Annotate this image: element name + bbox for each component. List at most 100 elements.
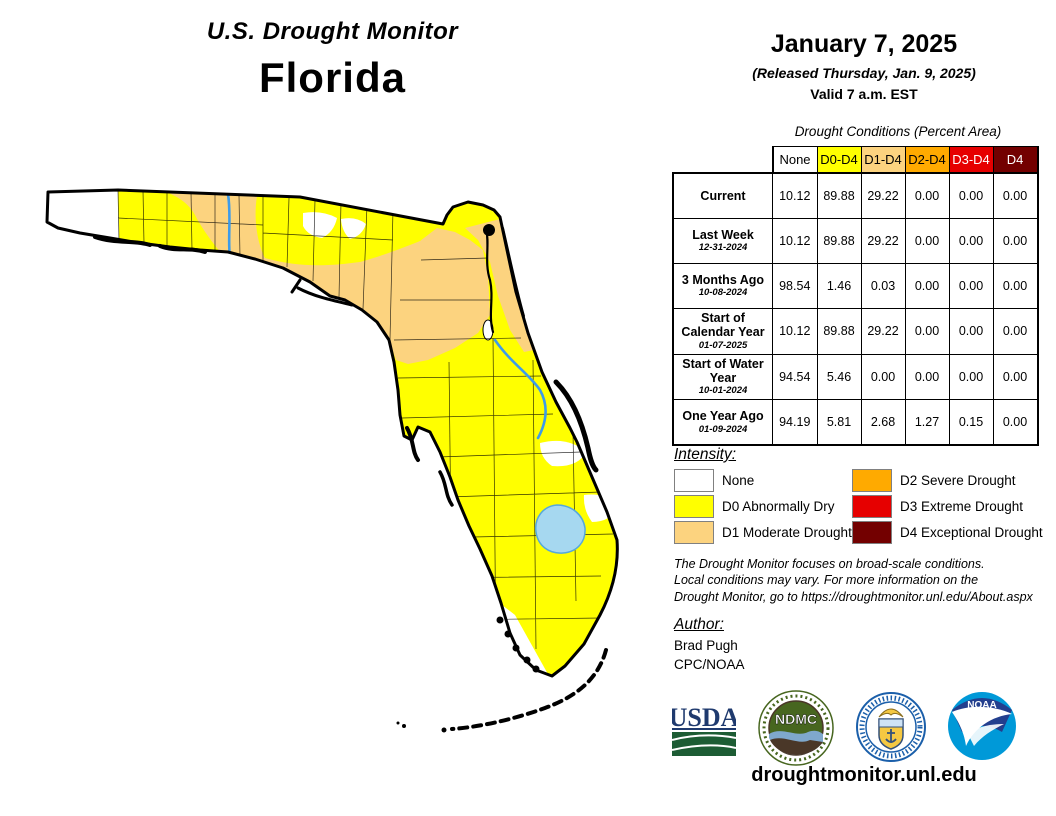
value-cell: 1.27 [904,399,950,447]
map-region-none-eastcoast1 [540,440,586,467]
legend-swatch-d4 [852,521,892,544]
release-date: (Released Thursday, Jan. 9, 2025) [752,65,976,81]
legend-item-d4: D4 Exceptional Drought [852,521,1043,544]
usda-logo-text: USDA [672,704,736,732]
value-cell: 0.00 [948,218,994,264]
value-cell: 5.46 [816,353,862,401]
ndmc-logo-text: NDMC [775,711,817,727]
map-date: January 7, 2025 [770,30,958,58]
value-cell: 94.19 [772,399,818,447]
disclaimer-text: The Drought Monitor focuses on broad-sca… [674,556,1054,605]
legend-item-none: None [674,469,754,492]
row-date: 01-09-2024 [698,423,748,435]
value-cell: 0.00 [992,308,1039,355]
table-row-last-week: Last Week 12-31-2024 10.12 89.88 29.22 0… [672,218,1039,264]
row-label: Last Week [692,227,754,242]
region-title: Florida [258,54,406,101]
value-cell: 2.68 [860,399,906,447]
table-row-3-months-ago: 3 Months Ago 10-08-2024 98.54 1.46 0.03 … [672,263,1039,309]
date-block: January 7, 2025 (Released Thursday, Jan.… [672,30,1056,102]
value-cell: 10.12 [772,308,818,355]
value-cell: 0.00 [992,399,1039,447]
ndmc-logo: NDMC [758,690,834,766]
legend-swatch-d1 [674,521,714,544]
value-cell: 0.15 [948,399,994,447]
drought-conditions-table: None D0-D4 D1-D4 D2-D4 D3-D4 D4 Current … [672,146,1039,447]
value-cell: 0.00 [904,263,950,309]
map-region-none-border-blob1 [303,212,337,238]
value-cell: 0.00 [948,172,994,219]
value-cell: 89.88 [816,308,862,355]
col-header-d3-d4: D3-D4 [948,146,994,174]
value-cell: 89.88 [816,172,862,219]
row-label: 3 Months Ago [681,272,765,287]
value-cell: 5.81 [816,399,862,447]
row-date: 12-31-2024 [698,242,748,254]
legend-label: D1 Moderate Drought [722,525,852,540]
info-panel: January 7, 2025 (Released Thursday, Jan.… [672,0,1056,816]
value-cell: 0.00 [904,308,950,355]
legend-item-d0: D0 Abnormally Dry [674,495,835,518]
map-region-none-border-blob2 [341,218,366,239]
legend-swatch-none [674,469,714,492]
legend-item-d1: D1 Moderate Drought [674,521,852,544]
valid-time: Valid 7 a.m. EST [810,86,918,102]
col-header-d2-d4: D2-D4 [904,146,950,174]
legend-item-d2: D2 Severe Drought [852,469,1016,492]
value-cell: 89.88 [816,218,862,264]
row-label: Current [700,188,746,203]
value-cell: 0.00 [992,218,1039,264]
value-cell: 0.00 [948,353,994,401]
map-region-d1-north [163,191,490,364]
florida-drought-map [45,188,619,733]
value-cell: 0.00 [948,263,994,309]
intensity-heading: Intensity: [674,446,737,463]
author-heading: Author: [674,616,724,633]
row-date: 01-07-2025 [698,339,748,351]
value-cell: 29.22 [860,172,906,219]
value-cell: 0.03 [860,263,906,309]
col-header-none: None [771,146,818,174]
table-row-start-calendar-year: Start of Calendar Year 01-07-2025 10.12 … [672,308,1039,355]
map-region-d1-northeast-coast [465,219,534,352]
value-cell: 0.00 [860,353,906,401]
noaa-logo: NOAA [948,692,1016,760]
disclaimer-line: Drought Monitor, go to https://droughtmo… [674,589,1033,604]
table-caption: Drought Conditions (Percent Area) [794,124,1002,139]
table-row-start-water-year: Start of Water Year 10-01-2024 94.54 5.4… [672,353,1039,401]
st-johns-river-south [493,338,547,440]
value-cell: 0.00 [948,308,994,355]
col-header-d4: D4 [992,146,1039,174]
state-outline [45,188,619,678]
author-name: Brad Pugh [674,638,738,653]
map-title-block: U.S. Drought Monitor Florida [0,18,665,102]
usda-logo: USDA [672,704,736,756]
value-cell: 10.12 [772,172,818,219]
legend-label: D2 Severe Drought [900,473,1016,488]
legend-label: D3 Extreme Drought [900,499,1024,514]
disclaimer-line: The Drought Monitor focuses on broad-sca… [674,557,985,571]
table-header-row: None D0-D4 D1-D4 D2-D4 D3-D4 D4 [673,146,1039,174]
table-row-one-year-ago: One Year Ago 01-09-2024 94.19 5.81 2.68 … [672,399,1039,447]
row-date: 10-08-2024 [698,287,748,299]
value-cell: 10.12 [772,218,818,264]
table-row-current: Current 10.12 89.88 29.22 0.00 0.00 0.00 [672,172,1039,219]
value-cell: 94.54 [772,353,818,401]
legend-item-d3: D3 Extreme Drought [852,495,1023,518]
legend-label: D0 Abnormally Dry [722,499,835,514]
value-cell: 0.00 [904,218,950,264]
row-date: 10-01-2024 [698,385,748,397]
value-cell: 0.00 [992,263,1039,309]
logo-row: USDA NDMC [672,688,1056,766]
legend-label: None [722,473,755,488]
commerce-seal-logo [856,692,926,762]
value-cell: 29.22 [860,308,906,355]
legend-swatch-d3 [852,495,892,518]
table-corner-cell [673,146,773,173]
col-header-d0-d4: D0-D4 [816,146,862,174]
disclaimer-line: Local conditions may vary. For more info… [674,573,979,588]
noaa-logo-text: NOAA [967,700,996,711]
legend-swatch-d2 [852,469,892,492]
lake-okeechobee [535,504,586,554]
